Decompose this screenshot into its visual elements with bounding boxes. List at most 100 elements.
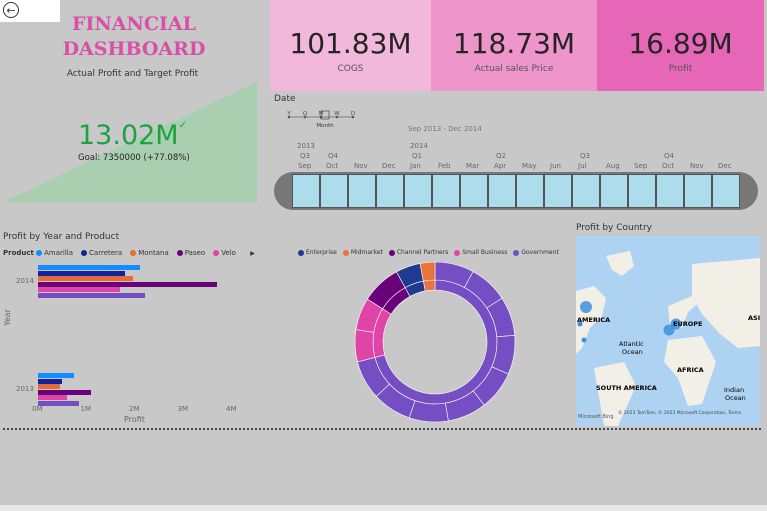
- timeline-month-cell[interactable]: [376, 174, 404, 208]
- timeline-month-cell[interactable]: [712, 174, 740, 208]
- map-land: AMERICA EUROPE ASI Atlantic Ocean SOUTH …: [576, 251, 760, 426]
- timeline-month-label: Nov: [354, 162, 368, 170]
- timeline-month-cell[interactable]: [572, 174, 600, 208]
- legend-label: Midmarket: [350, 249, 383, 256]
- donut-chart[interactable]: [345, 258, 525, 428]
- timeline-month-label: May: [522, 162, 537, 170]
- donut-outer-slice[interactable]: [419, 261, 436, 282]
- legend-label: Montana: [138, 249, 169, 257]
- donut-legend-item[interactable]: Government: [513, 249, 561, 256]
- chevron-right-icon[interactable]: ▶: [250, 250, 255, 257]
- bar-amarilla-2014[interactable]: [38, 265, 140, 270]
- bar-chart-title: Profit by Year and Product: [3, 232, 120, 242]
- kpi-label: Actual sales Price: [474, 64, 554, 74]
- timeline-month-cell[interactable]: [544, 174, 572, 208]
- bar-paseo-2013[interactable]: [38, 389, 92, 395]
- profit-map[interactable]: AMERICA EUROPE ASI Atlantic Ocean SOUTH …: [576, 236, 760, 426]
- timeline-month-label: Jan: [410, 162, 421, 170]
- map-attribution[interactable]: © 2023 TomTom, © 2023 Microsoft Corporat…: [618, 409, 742, 416]
- bar-velo-2013[interactable]: [38, 395, 68, 400]
- timeline-month-cell[interactable]: [628, 174, 656, 208]
- asia-land: [692, 258, 760, 348]
- timeline-month-label: Oct: [326, 162, 339, 170]
- legend-item[interactable]: Montana: [130, 249, 173, 257]
- donut-legend-item[interactable]: Small Business: [454, 249, 510, 256]
- bar-velo-2014[interactable]: [38, 287, 121, 292]
- kpi-card-sales[interactable]: 118.73M Actual sales Price: [431, 0, 597, 91]
- dashboard-title-line1: FINANCIAL: [72, 13, 196, 35]
- map-label-indian-ocean: Ocean: [725, 394, 746, 402]
- kpi-value: 16.89M: [628, 27, 733, 60]
- grain-option-y[interactable]: Y: [286, 111, 291, 117]
- grain-tick: [335, 115, 339, 119]
- timeline-month-cell[interactable]: [600, 174, 628, 208]
- kpi-card-cogs[interactable]: 101.83M COGS: [270, 0, 431, 91]
- grain-tick: [287, 115, 291, 119]
- donut-outer-slice[interactable]: [354, 329, 376, 363]
- donut-legend-item[interactable]: Midmarket: [342, 249, 386, 256]
- timeline-month-cell[interactable]: [432, 174, 460, 208]
- map-bubble-germany[interactable]: [670, 318, 682, 330]
- legend-title: Product: [3, 249, 34, 257]
- bar-category-label: 2014: [16, 277, 34, 285]
- map-label-south-america: SOUTH AMERICA: [596, 384, 657, 392]
- gauge-fill: [3, 82, 257, 202]
- kpi-card-profit[interactable]: 16.89M Profit: [597, 0, 764, 91]
- gauge-visual[interactable]: [3, 82, 257, 202]
- donut-outer-slice[interactable]: [408, 400, 449, 423]
- grain-option-w[interactable]: W: [334, 111, 340, 117]
- map-bubble-canada-east[interactable]: [577, 321, 583, 327]
- legend-item[interactable]: Amarilla: [36, 249, 77, 257]
- timeline-month-cell[interactable]: [488, 174, 516, 208]
- timeline-month-cell[interactable]: [404, 174, 432, 208]
- grain-option-q[interactable]: Q: [303, 111, 308, 117]
- timeline-month-cell[interactable]: [292, 174, 320, 208]
- legend-dot: [342, 249, 349, 256]
- legend-dot: [213, 250, 220, 256]
- timeline-month-cell[interactable]: [348, 174, 376, 208]
- timeline-month-label: Dec: [718, 162, 732, 170]
- map-bubble-usa[interactable]: [580, 301, 592, 313]
- donut-inner-slice-midmarket[interactable]: [423, 279, 436, 292]
- date-slicer-title: Date: [274, 94, 296, 104]
- south-america-land: [594, 362, 636, 426]
- bar-montana-2014[interactable]: [38, 276, 133, 281]
- map-label-ocean: Ocean: [622, 348, 643, 356]
- legend-item[interactable]: Velo: [213, 249, 240, 257]
- timeline-month-cell[interactable]: [684, 174, 712, 208]
- timeline-month-label: Nov: [690, 162, 704, 170]
- timeline-month-label: Feb: [438, 162, 451, 170]
- greenland-land: [606, 251, 634, 276]
- grain-option-d[interactable]: D: [351, 111, 355, 117]
- legend-label: Amarilla: [44, 249, 74, 257]
- timeline-month-cell[interactable]: [320, 174, 348, 208]
- donut-legend-item[interactable]: Channel Partners: [388, 249, 451, 256]
- page-tabs-strip: [0, 505, 767, 511]
- bar-carretera-2014[interactable]: [38, 270, 126, 276]
- kpi-label: Profit: [668, 64, 693, 74]
- bar-amarilla-2013[interactable]: [38, 373, 75, 378]
- bar-vtt-2014[interactable]: [38, 292, 145, 298]
- legend-dot: [176, 250, 183, 256]
- map-bubble-mexico[interactable]: [581, 337, 587, 343]
- timeline-year-label: 2013: [297, 142, 315, 150]
- legend-item[interactable]: Paseo: [176, 249, 209, 257]
- back-arrow-icon[interactable]: ←: [3, 2, 19, 18]
- timeline-month-cell[interactable]: [516, 174, 544, 208]
- timeline-month-label: Dec: [382, 162, 396, 170]
- bar-x-tick-label: 1M: [80, 405, 92, 413]
- timeline-quarter-label: Q4: [664, 152, 674, 160]
- bar-vtt-2013[interactable]: [38, 400, 80, 406]
- bar-x-tick-label: 4M: [226, 405, 237, 413]
- legend-item[interactable]: Carretera: [81, 249, 126, 257]
- bar-paseo-2014[interactable]: [38, 281, 218, 287]
- map-title: Profit by Country: [576, 223, 652, 233]
- timeline-month-cell[interactable]: [656, 174, 684, 208]
- legend-dot: [454, 249, 461, 256]
- bar-x-tick-label: 3M: [177, 405, 189, 413]
- bar-montana-2013[interactable]: [38, 384, 60, 389]
- timeline-month-cell[interactable]: [460, 174, 488, 208]
- bar-carretera-2013[interactable]: [38, 378, 63, 384]
- donut-legend-item[interactable]: Enterprise: [298, 249, 340, 256]
